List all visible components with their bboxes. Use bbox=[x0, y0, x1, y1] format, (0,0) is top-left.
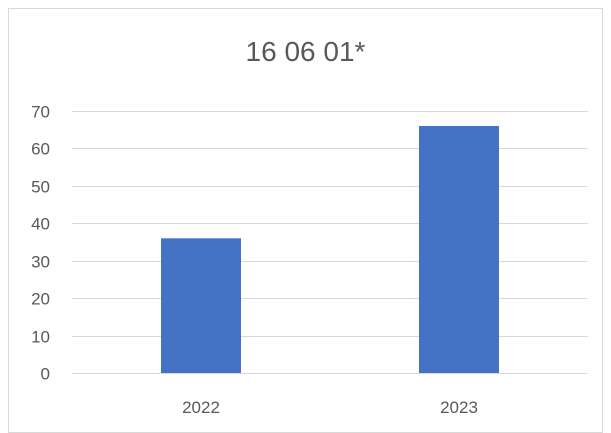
y-tick-label: 20 bbox=[31, 290, 50, 309]
x-axis-ticks: 2022 2023 bbox=[182, 398, 478, 417]
x-tick-label-2022: 2022 bbox=[182, 398, 220, 417]
y-tick-label: 70 bbox=[31, 103, 50, 122]
gridlines bbox=[72, 111, 588, 374]
bar-2022 bbox=[161, 238, 241, 373]
chart-frame bbox=[8, 8, 603, 433]
y-tick-label: 40 bbox=[31, 215, 50, 234]
bars bbox=[161, 126, 499, 373]
y-axis-ticks: 0 10 20 30 40 50 60 70 bbox=[31, 103, 50, 384]
y-tick-label: 60 bbox=[31, 140, 50, 159]
y-tick-label: 30 bbox=[31, 253, 50, 272]
y-tick-label: 0 bbox=[41, 365, 50, 384]
y-tick-label: 50 bbox=[31, 178, 50, 197]
chart-title: 16 06 01* bbox=[245, 36, 366, 67]
x-tick-label-2023: 2023 bbox=[440, 398, 478, 417]
y-tick-label: 10 bbox=[31, 328, 50, 347]
bar-2023 bbox=[419, 126, 499, 373]
